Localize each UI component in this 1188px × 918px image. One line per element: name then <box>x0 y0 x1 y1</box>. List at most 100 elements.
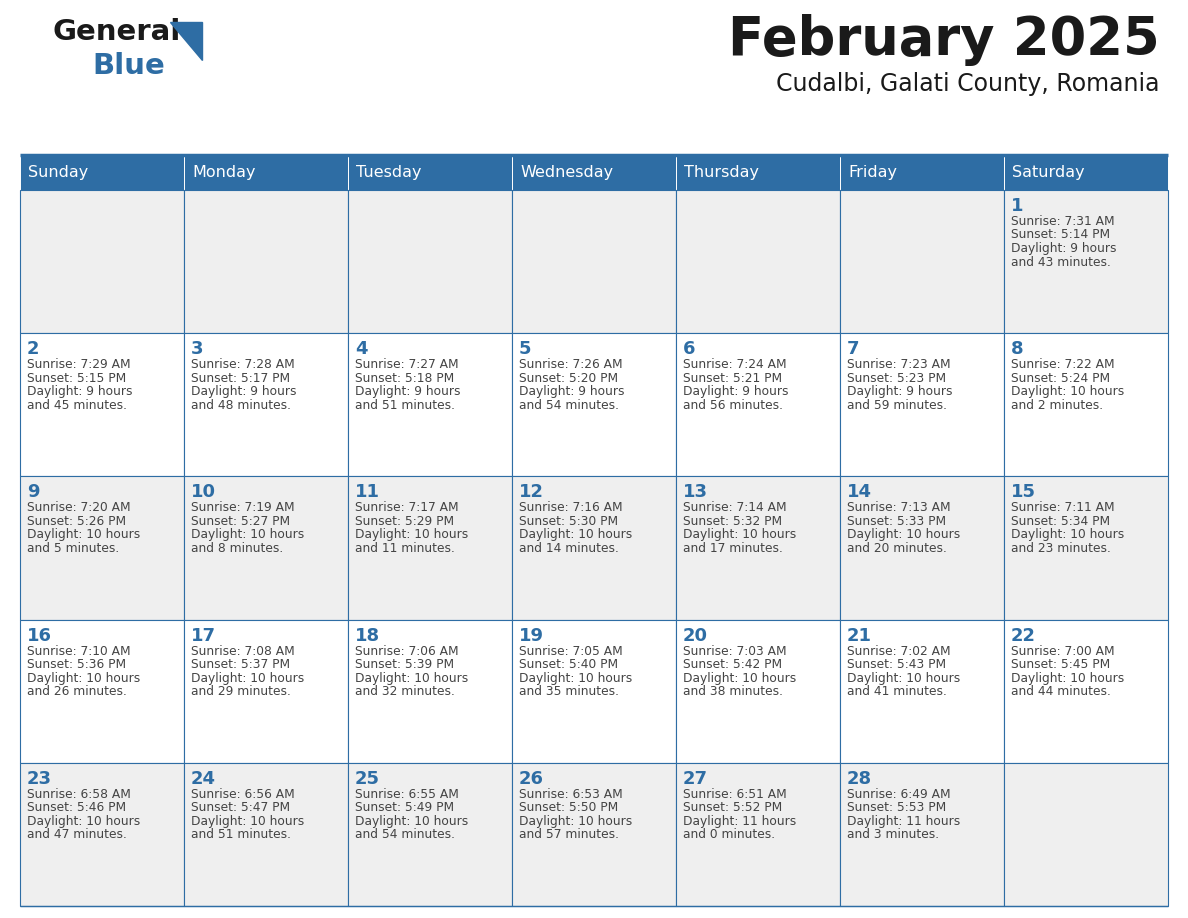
Bar <box>840 155 1004 190</box>
Text: Sunset: 5:20 PM: Sunset: 5:20 PM <box>519 372 618 385</box>
Text: and 59 minutes.: and 59 minutes. <box>847 398 947 411</box>
Bar <box>840 476 1004 620</box>
Bar <box>20 190 184 333</box>
Text: 14: 14 <box>847 484 872 501</box>
Text: Sunset: 5:34 PM: Sunset: 5:34 PM <box>1011 515 1110 528</box>
Text: Sunrise: 7:03 AM: Sunrise: 7:03 AM <box>683 644 786 657</box>
Text: Sunrise: 7:22 AM: Sunrise: 7:22 AM <box>1011 358 1114 371</box>
Bar <box>840 190 1004 333</box>
Text: Daylight: 11 hours: Daylight: 11 hours <box>683 815 796 828</box>
Text: and 26 minutes.: and 26 minutes. <box>27 685 127 698</box>
Text: and 56 minutes.: and 56 minutes. <box>683 398 783 411</box>
Bar <box>676 620 840 763</box>
Text: Sunday: Sunday <box>29 165 88 180</box>
Text: and 23 minutes.: and 23 minutes. <box>1011 542 1111 554</box>
Bar <box>676 333 840 476</box>
Bar <box>184 333 348 476</box>
Bar <box>184 155 348 190</box>
Text: and 32 minutes.: and 32 minutes. <box>355 685 455 698</box>
Bar <box>512 763 676 906</box>
Bar <box>20 155 184 190</box>
Text: Daylight: 10 hours: Daylight: 10 hours <box>519 672 632 685</box>
Text: Sunset: 5:47 PM: Sunset: 5:47 PM <box>191 801 290 814</box>
Text: Sunset: 5:18 PM: Sunset: 5:18 PM <box>355 372 454 385</box>
Bar <box>20 763 184 906</box>
Text: Daylight: 10 hours: Daylight: 10 hours <box>519 815 632 828</box>
Text: Sunrise: 6:51 AM: Sunrise: 6:51 AM <box>683 788 786 800</box>
Text: and 2 minutes.: and 2 minutes. <box>1011 398 1104 411</box>
Text: Sunset: 5:21 PM: Sunset: 5:21 PM <box>683 372 782 385</box>
Text: Sunrise: 7:13 AM: Sunrise: 7:13 AM <box>847 501 950 514</box>
Text: Sunset: 5:24 PM: Sunset: 5:24 PM <box>1011 372 1110 385</box>
Text: 20: 20 <box>683 627 708 644</box>
Text: 5: 5 <box>519 341 531 358</box>
Text: and 3 minutes.: and 3 minutes. <box>847 828 940 841</box>
Text: Sunrise: 7:08 AM: Sunrise: 7:08 AM <box>191 644 295 657</box>
Text: 7: 7 <box>847 341 859 358</box>
Bar <box>1004 620 1168 763</box>
Text: Sunset: 5:30 PM: Sunset: 5:30 PM <box>519 515 618 528</box>
Bar <box>348 333 512 476</box>
Text: Sunrise: 7:02 AM: Sunrise: 7:02 AM <box>847 644 950 657</box>
Text: Sunrise: 7:14 AM: Sunrise: 7:14 AM <box>683 501 786 514</box>
Text: General: General <box>52 18 181 46</box>
Text: Sunrise: 7:17 AM: Sunrise: 7:17 AM <box>355 501 459 514</box>
Text: Sunset: 5:29 PM: Sunset: 5:29 PM <box>355 515 454 528</box>
Text: Daylight: 10 hours: Daylight: 10 hours <box>27 815 140 828</box>
Text: Sunset: 5:49 PM: Sunset: 5:49 PM <box>355 801 454 814</box>
Text: Daylight: 10 hours: Daylight: 10 hours <box>1011 672 1124 685</box>
Text: Sunset: 5:23 PM: Sunset: 5:23 PM <box>847 372 946 385</box>
Text: 11: 11 <box>355 484 380 501</box>
Text: Sunrise: 6:56 AM: Sunrise: 6:56 AM <box>191 788 295 800</box>
Text: and 47 minutes.: and 47 minutes. <box>27 828 127 841</box>
Text: Sunrise: 7:05 AM: Sunrise: 7:05 AM <box>519 644 623 657</box>
Text: Sunset: 5:43 PM: Sunset: 5:43 PM <box>847 658 946 671</box>
Bar <box>20 620 184 763</box>
Text: Sunset: 5:42 PM: Sunset: 5:42 PM <box>683 658 782 671</box>
Text: February 2025: February 2025 <box>728 14 1159 66</box>
Text: Sunset: 5:15 PM: Sunset: 5:15 PM <box>27 372 126 385</box>
Text: and 14 minutes.: and 14 minutes. <box>519 542 619 554</box>
Text: Sunset: 5:37 PM: Sunset: 5:37 PM <box>191 658 290 671</box>
Bar <box>840 620 1004 763</box>
Text: Sunrise: 6:58 AM: Sunrise: 6:58 AM <box>27 788 131 800</box>
Bar <box>1004 333 1168 476</box>
Text: Sunrise: 7:10 AM: Sunrise: 7:10 AM <box>27 644 131 657</box>
Text: Daylight: 10 hours: Daylight: 10 hours <box>683 672 796 685</box>
Text: 17: 17 <box>191 627 216 644</box>
Text: Sunrise: 7:31 AM: Sunrise: 7:31 AM <box>1011 215 1114 228</box>
Bar <box>348 620 512 763</box>
Text: Sunrise: 7:29 AM: Sunrise: 7:29 AM <box>27 358 131 371</box>
Text: 6: 6 <box>683 341 695 358</box>
Text: Sunset: 5:36 PM: Sunset: 5:36 PM <box>27 658 126 671</box>
Text: and 5 minutes.: and 5 minutes. <box>27 542 119 554</box>
Text: Friday: Friday <box>848 165 897 180</box>
Text: Cudalbi, Galati County, Romania: Cudalbi, Galati County, Romania <box>777 72 1159 96</box>
Text: and 43 minutes.: and 43 minutes. <box>1011 255 1111 268</box>
Text: and 38 minutes.: and 38 minutes. <box>683 685 783 698</box>
Bar <box>676 763 840 906</box>
Text: and 54 minutes.: and 54 minutes. <box>355 828 455 841</box>
Text: 9: 9 <box>27 484 39 501</box>
Text: Tuesday: Tuesday <box>356 165 422 180</box>
Text: 19: 19 <box>519 627 544 644</box>
Text: and 17 minutes.: and 17 minutes. <box>683 542 783 554</box>
Text: Daylight: 11 hours: Daylight: 11 hours <box>847 815 960 828</box>
Bar <box>676 476 840 620</box>
Text: Daylight: 10 hours: Daylight: 10 hours <box>519 529 632 542</box>
Text: 4: 4 <box>355 341 367 358</box>
Text: Sunset: 5:40 PM: Sunset: 5:40 PM <box>519 658 618 671</box>
Bar <box>676 155 840 190</box>
Text: Daylight: 10 hours: Daylight: 10 hours <box>355 529 468 542</box>
Text: and 0 minutes.: and 0 minutes. <box>683 828 775 841</box>
Text: Sunrise: 7:28 AM: Sunrise: 7:28 AM <box>191 358 295 371</box>
Bar <box>20 476 184 620</box>
Text: Daylight: 10 hours: Daylight: 10 hours <box>355 815 468 828</box>
Text: Daylight: 10 hours: Daylight: 10 hours <box>355 672 468 685</box>
Text: Sunrise: 7:26 AM: Sunrise: 7:26 AM <box>519 358 623 371</box>
Bar <box>348 155 512 190</box>
Text: and 20 minutes.: and 20 minutes. <box>847 542 947 554</box>
Text: Sunrise: 7:00 AM: Sunrise: 7:00 AM <box>1011 644 1114 657</box>
Text: Sunset: 5:27 PM: Sunset: 5:27 PM <box>191 515 290 528</box>
Text: Sunset: 5:33 PM: Sunset: 5:33 PM <box>847 515 946 528</box>
